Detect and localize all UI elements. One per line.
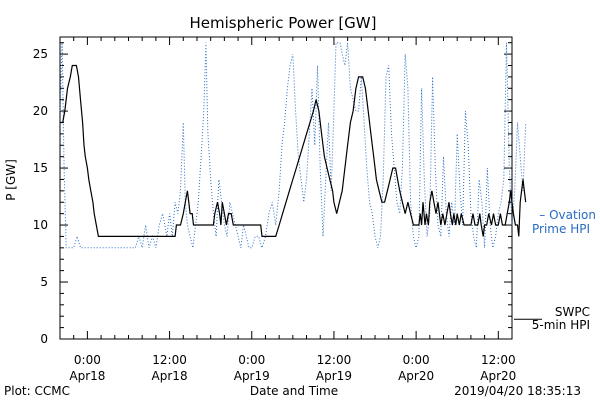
chart-title: Hemispheric Power [GW] [190,14,377,32]
y-tick-label: 0 [40,332,48,346]
y-tick-label: 10 [33,218,48,232]
x-tick-label-date: Apr20 [398,369,434,383]
x-tick-label-time: 0:00 [74,353,101,367]
series-ovation-prime-line [59,42,527,250]
y-tick-label: 15 [33,161,48,175]
x-tick-label-date: Apr20 [480,369,516,383]
plot-credit: Plot: CCMC [4,384,70,398]
x-tick-label-date: Apr18 [152,369,188,383]
x-tick-label-time: 0:00 [403,353,430,367]
y-tick-label: 25 [33,47,48,61]
x-tick-label-time: 12:00 [481,353,516,367]
plot-frame [59,36,513,340]
x-tick-label-time: 12:00 [152,353,187,367]
timestamp: 2019/04/20 18:35:13 [454,384,581,398]
plot-area: 0 5 10 15 20 25 0:00 Apr18 12:00 Apr18 0:00 Apr19 12… [33,36,596,383]
x-tick-label-date: Apr19 [316,369,352,383]
y-tick-label: 20 [33,104,48,118]
series-swpc-line [60,64,527,237]
x-tick-label-date: Apr19 [234,369,270,383]
y-axis-label: P [GW] [4,159,18,201]
legend-ovation-label-2: Prime HPI [532,222,590,236]
x-axis-label: Date and Time [250,384,338,398]
legend-swpc-label: SWPC [555,305,590,319]
legend-ovation-label: – Ovation [539,208,596,222]
x-tick-label-time: 12:00 [317,353,352,367]
x-tick-label-time: 0:00 [238,353,265,367]
x-tick-label-date: Apr18 [69,369,105,383]
y-tick-label: 5 [40,275,48,289]
legend-swpc-label-2: 5-min HPI [532,318,590,332]
